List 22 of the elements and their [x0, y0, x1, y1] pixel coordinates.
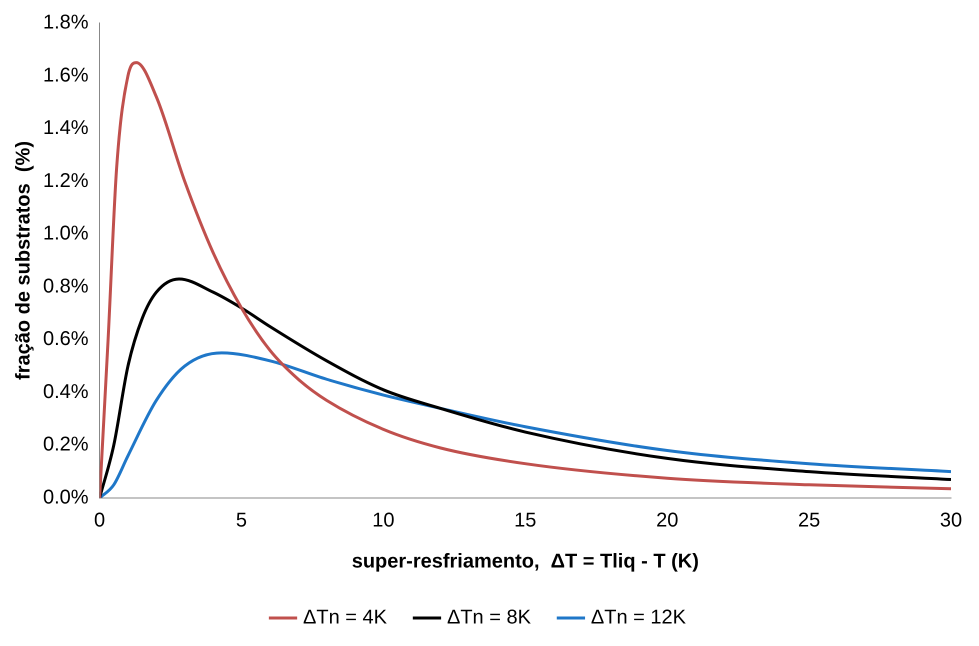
- x-tick-label: 15: [514, 510, 536, 532]
- x-tick-label: 25: [798, 510, 820, 532]
- x-axis-title: super-resfriamento, ΔT = Tliq - T (K): [352, 550, 699, 573]
- y-tick-label: 0.8%: [42, 275, 89, 298]
- y-axis-title: fração de substratos (%): [12, 141, 35, 380]
- x-tick-label: 5: [236, 510, 248, 532]
- legend-label: ΔTn = 12K: [590, 606, 687, 629]
- x-tick-label: 20: [656, 510, 678, 532]
- y-tick-label: 1.8%: [42, 12, 89, 34]
- y-tick-label: 1.0%: [42, 222, 89, 245]
- x-tick-label: 10: [372, 510, 395, 532]
- y-tick-label: 1.6%: [42, 64, 89, 86]
- y-tick-label: 0.6%: [42, 328, 89, 350]
- legend-label: ΔTn = 8K: [446, 606, 532, 629]
- x-tick-label: 30: [940, 510, 962, 532]
- y-tick-label: 1.2%: [42, 170, 89, 192]
- y-tick-label: 1.4%: [42, 117, 89, 140]
- y-tick-label: 0.4%: [42, 380, 89, 403]
- y-tick-label: 0.0%: [42, 486, 89, 509]
- y-tick-label: 0.2%: [42, 434, 89, 456]
- legend-label: ΔTn = 4K: [303, 606, 388, 629]
- x-tick-label: 0: [94, 510, 106, 532]
